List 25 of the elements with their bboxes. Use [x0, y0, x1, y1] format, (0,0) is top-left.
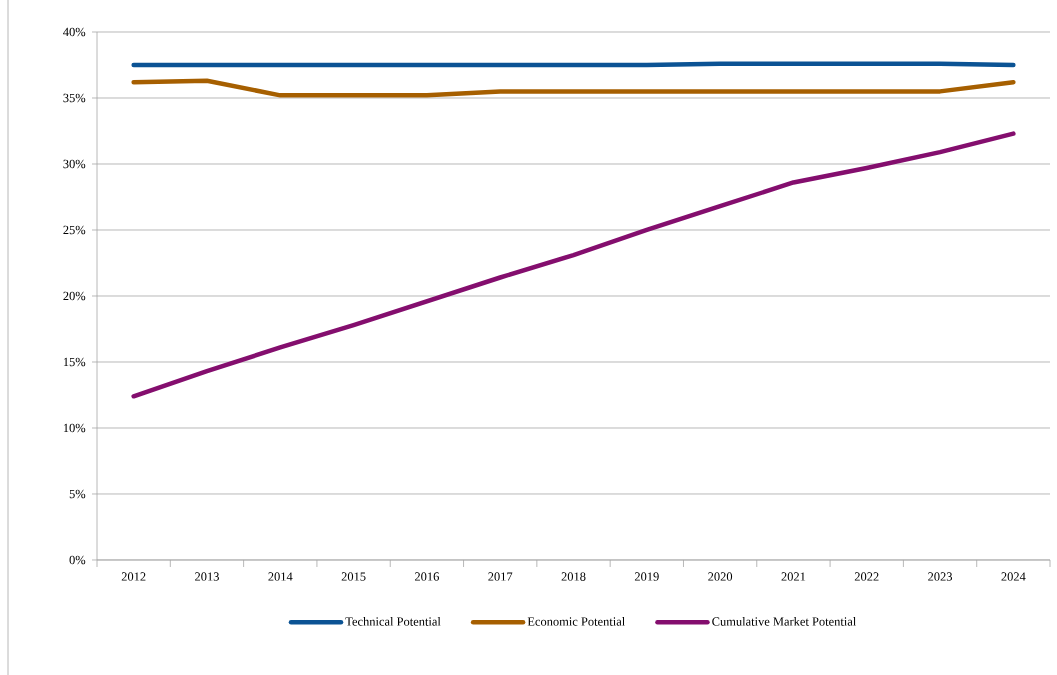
x-tick-label: 2017 [488, 572, 513, 581]
x-tick-label: 2020 [708, 572, 733, 581]
x-tick-label: 2021 [781, 572, 806, 581]
y-tick-label: 20% [63, 291, 86, 301]
y-tick-label: 35% [63, 93, 86, 103]
x-tick-label: 2013 [195, 572, 219, 581]
x-tick-label: 2014 [268, 572, 293, 581]
x-tick-label: 2016 [414, 572, 439, 581]
y-tick-label: 25% [63, 225, 86, 235]
x-tick-label: 2022 [854, 572, 879, 581]
legend-label: Technical Potential [345, 616, 441, 626]
legend-label: Cumulative Market Potential [712, 616, 857, 626]
x-tick-label: 2023 [928, 572, 953, 581]
x-tick-label: 2024 [1001, 572, 1026, 581]
y-tick-label: 15% [63, 357, 86, 367]
y-tick-label: 10% [63, 423, 86, 433]
x-tick-label: 2018 [561, 572, 586, 581]
legend-label: Economic Potential [527, 616, 625, 626]
y-tick-label: 5% [69, 489, 86, 499]
y-tick-label: 40% [63, 27, 86, 37]
x-tick-label: 2015 [341, 572, 366, 581]
x-tick-label: 2019 [634, 572, 659, 581]
y-tick-label: 30% [63, 159, 86, 169]
x-tick-label: 2012 [121, 572, 146, 581]
y-tick-label: 0% [69, 555, 86, 565]
